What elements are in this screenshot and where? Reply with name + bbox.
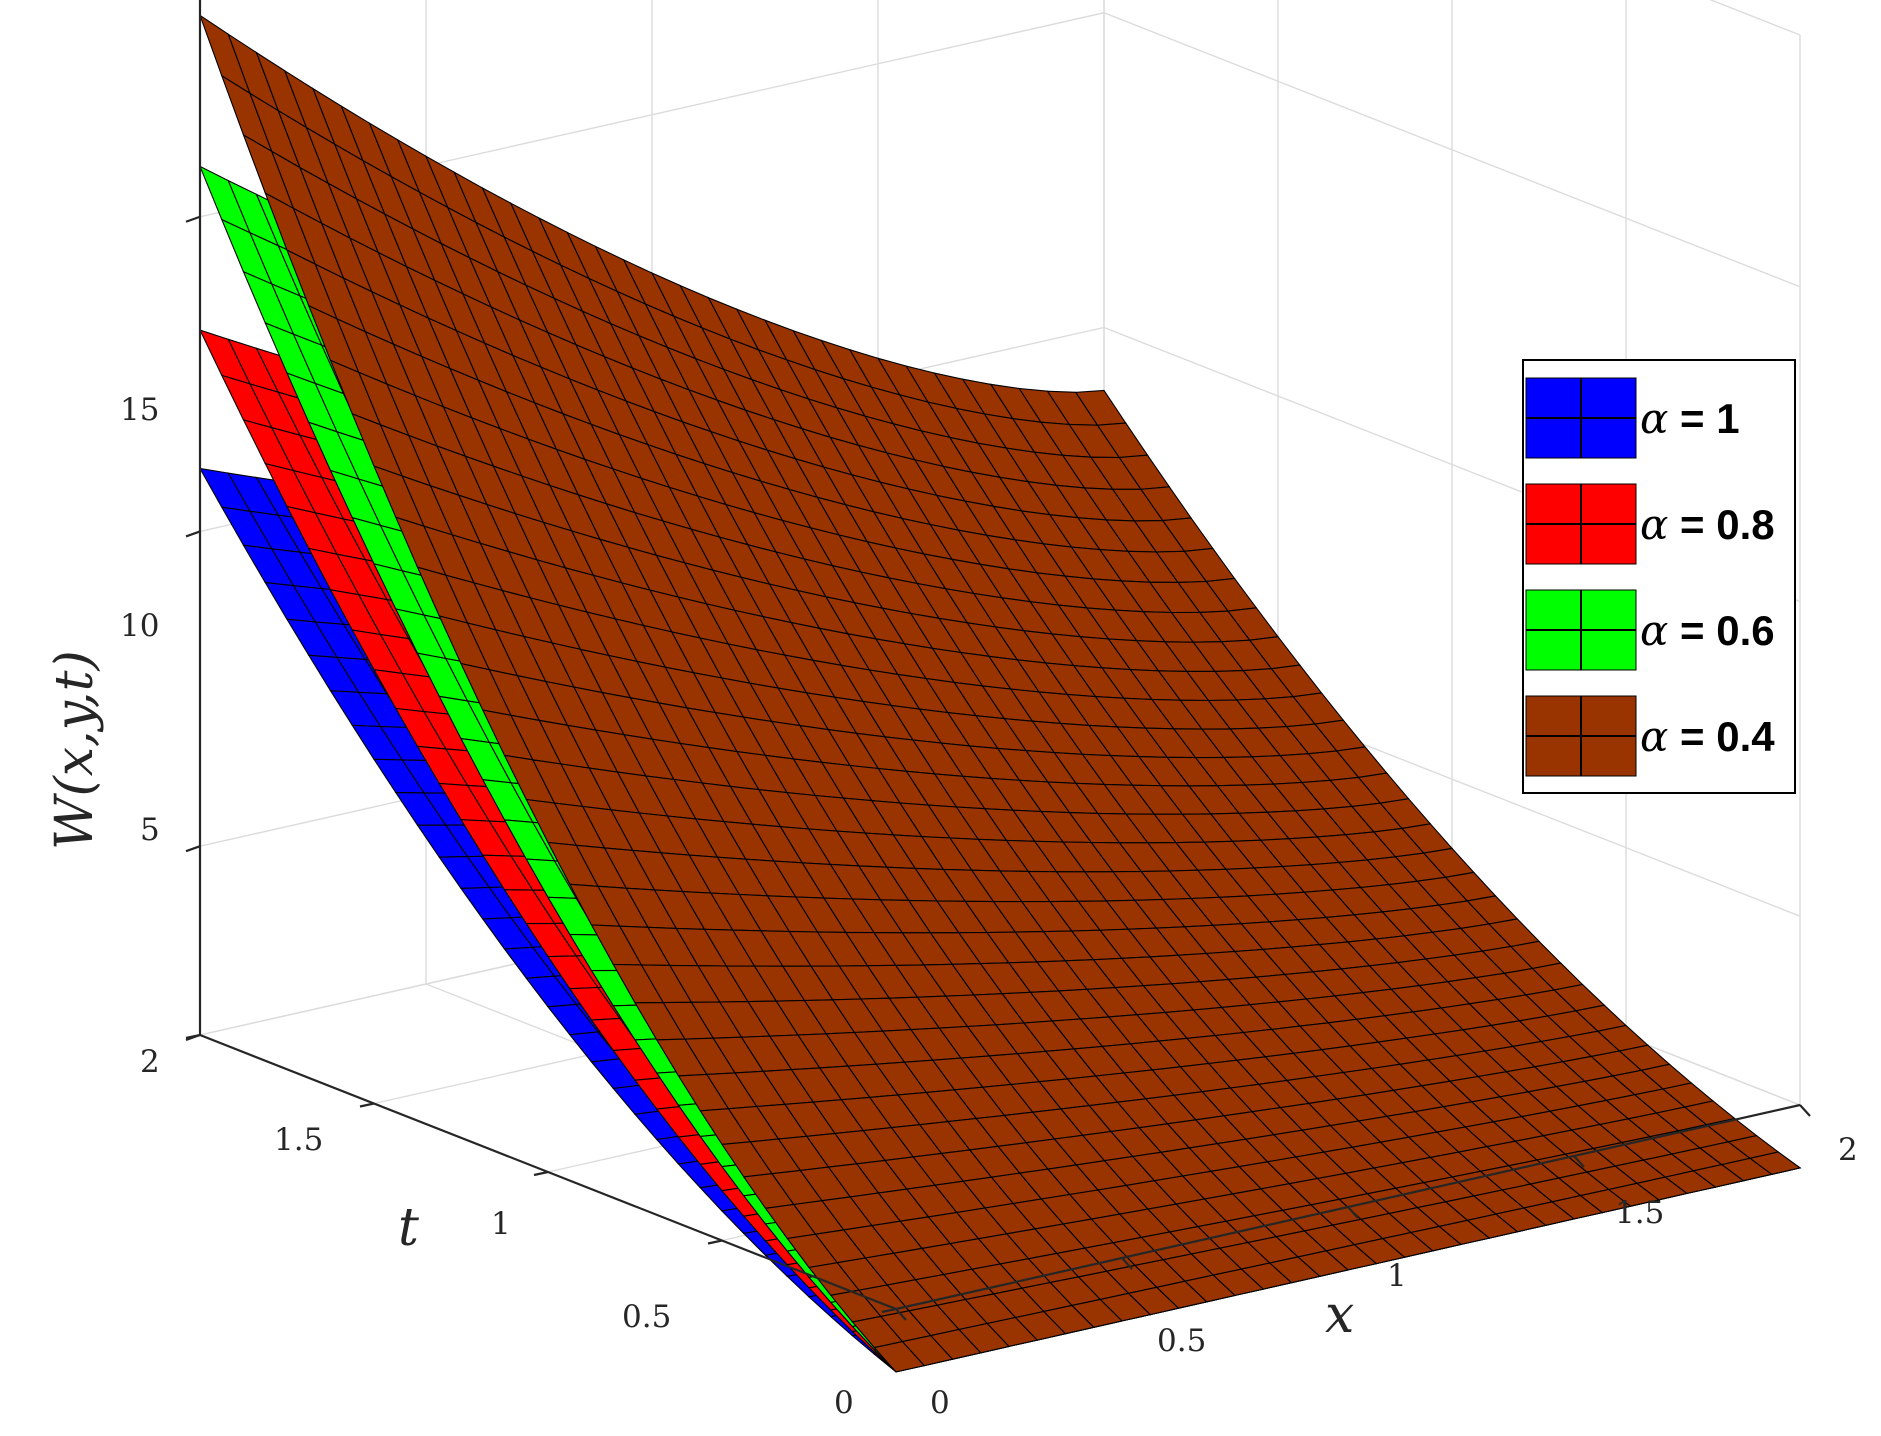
- z-tick-mark: [185, 1033, 201, 1042]
- t-tick-0.5: 0.5: [622, 1299, 671, 1335]
- t-tick-1.5: 1.5: [274, 1122, 323, 1158]
- t-tick-0: 0: [834, 1385, 854, 1421]
- z-tick-2: 2: [140, 1044, 160, 1080]
- x-tick-2: 2: [1838, 1132, 1858, 1168]
- legend-label: α = 1: [1640, 394, 1740, 443]
- legend-item: α = 0.8: [1525, 483, 1775, 565]
- t-tick-labels: 0 0.5 1 1.5: [274, 1122, 854, 1421]
- x-tick-1.5: 1.5: [1615, 1195, 1664, 1231]
- t-tick-mark: [881, 1307, 897, 1314]
- x-tick-1: 1: [1387, 1258, 1407, 1294]
- grid-line: [1709, 0, 1801, 36]
- z-tick-5: 5: [140, 812, 160, 848]
- x-tick-mark: [895, 1308, 907, 1321]
- z-axis-label: W(x,y,t): [45, 650, 105, 850]
- legend-label: α = 0.6: [1640, 606, 1775, 655]
- t-tick-1: 1: [491, 1206, 511, 1242]
- z-tick-mark: [185, 215, 201, 223]
- t-tick-mark: [707, 1239, 723, 1245]
- legend-label: α = 0.8: [1640, 500, 1775, 549]
- grid-line: [199, 12, 1801, 288]
- z-tick-mark: [185, 530, 201, 538]
- z-tick-labels: 15 10 5 2: [120, 392, 160, 1080]
- t-tick-mark: [533, 1170, 549, 1177]
- z-tick-15: 15: [120, 392, 159, 428]
- x-tick-0.5: 0.5: [1157, 1323, 1206, 1359]
- surfaces: [198, 14, 1802, 1373]
- z-tick-10: 10: [120, 608, 159, 644]
- legend: α = 1 α = 0.8 α = 0.6 α = 0.4: [1522, 359, 1796, 794]
- x-tick-mark: [1121, 1257, 1133, 1270]
- x-tick-mark: [1799, 1104, 1811, 1117]
- legend-label: α = 0.4: [1640, 712, 1775, 761]
- surface-4: [198, 14, 1802, 1373]
- z-tick-mark: [185, 845, 201, 853]
- axes: [185, 0, 1811, 1321]
- legend-item: α = 0.4: [1525, 695, 1775, 777]
- legend-item: α = 0.6: [1525, 589, 1775, 671]
- x-tick-labels: 0 0.5 1 1.5 2: [930, 1132, 1858, 1421]
- x-tick-mark: [1347, 1206, 1359, 1219]
- surface-patch: [1748, 1151, 1802, 1175]
- legend-item: α = 1: [1525, 377, 1740, 459]
- t-axis-label: t: [398, 1198, 419, 1258]
- x-tick-0: 0: [930, 1385, 950, 1421]
- x-tick-mark: [1573, 1155, 1585, 1168]
- t-tick-mark: [359, 1102, 375, 1108]
- x-axis-label: x: [1325, 1285, 1354, 1345]
